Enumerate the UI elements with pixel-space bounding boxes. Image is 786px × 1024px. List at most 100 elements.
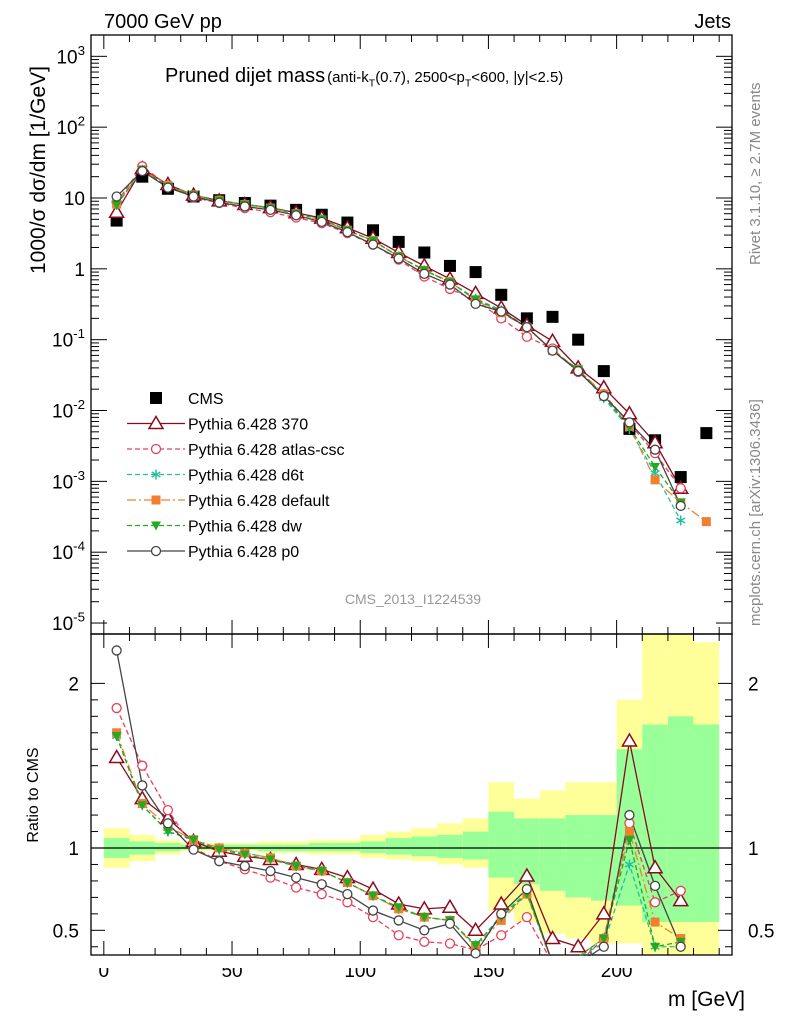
legend-marker-dw [151,521,161,531]
ratio-point-dw [316,867,327,877]
main-point-p0 [367,239,379,250]
ratio-point-dw [214,845,225,855]
ratio-point-atlas [675,885,686,896]
ratio-point-atlas [316,888,327,900]
main-point-p0 [444,279,456,290]
main-point-dw [111,200,122,210]
ratio-point-default [650,917,660,927]
ratio-point-p370 [518,867,536,882]
ratio-point-p0 [393,915,404,926]
ratio-point-p0 [188,844,199,855]
band-green-bin [590,815,617,901]
ratio-y-tick-label: 0.5 [53,921,79,942]
legend-marker-d6t [151,469,161,480]
ratio-point-atlas [444,938,456,949]
band-green-bin [437,834,463,858]
ratio-y-tick-label-right: 2 [748,674,759,695]
main-point-cms [495,288,508,301]
ratio-point-p0 [598,941,609,952]
main-point-p0 [188,191,199,202]
main-point-p0 [496,306,507,317]
legend: CMS Pythia 6.428 370 Pythia 6.428 atlas-cs… [127,391,345,561]
legend-label-atlas: Pythia 6.428 atlas-csc [188,442,345,459]
ratio-point-p370 [544,930,561,945]
main-point-p0 [573,365,584,377]
main-point-cms [418,246,431,259]
ratio-point-dw [419,913,430,923]
ratio-point-p0 [675,941,686,952]
ratio-point-dw [111,732,122,742]
main-point-atlas [675,483,686,494]
ratio-point-dw [650,942,661,952]
ratio-point-p0 [496,908,507,919]
main-point-p0 [162,182,174,193]
ratio-point-p0 [470,948,481,959]
main-point-d6t-stroke [650,470,660,477]
band-green-bin [693,724,720,923]
x-tick-label: 0 [99,961,110,982]
ratio-point-atlas [649,897,661,908]
main-point-p370 [108,203,125,218]
legend-marker-default [151,495,161,505]
ratio-point-p370 [441,898,459,914]
y-tick-label: 103​ [56,43,85,69]
ratio-point-p0 [316,879,327,890]
band-green-bin [462,831,489,860]
main-point-p0 [316,216,327,228]
ratio-point-dw [598,934,609,944]
legend-marker-cms [150,392,162,404]
ratio-point-p0 [624,809,635,821]
ratio-point-p370 [569,938,587,953]
main-point-cms [674,471,687,484]
y-tick-label: 10 [64,189,85,210]
main-point-p0 [393,253,404,264]
main-point-p0 [419,268,430,279]
y-tick-label: 1 [74,260,85,281]
main-point-p0 [111,191,122,202]
ratio-point-p0 [239,860,250,872]
ratio-point-p0 [137,780,148,791]
ratio-point-dw [137,801,148,811]
band-green-bin [308,843,335,852]
main-line-atlas [116,165,682,489]
main-point-dw [650,462,661,472]
ratio-point-p370 [646,859,664,874]
legend-marker-p0 [150,545,162,557]
ratio-point-p370 [672,892,690,907]
y-tick-label: 10-3​ [52,468,85,494]
band-green-bin [385,838,412,855]
y-tick-label: 10-2​ [52,397,85,423]
ratio-point-d6t [624,859,635,870]
ratio-point-dw [291,862,302,872]
main-point-p0 [137,165,148,177]
main-point-p0 [521,322,533,333]
ratio-point-dw [342,878,353,888]
main-point-p0 [342,226,353,238]
chart-title-subtitle: (anti-kT​(0.7), 2500<pT​<600, |y|<2.5) [327,69,563,90]
ratio-point-atlas [111,702,122,714]
ratio-point-dw [265,855,276,865]
ratio-y-tick-label-right: 0.5 [748,921,774,942]
ratio-point-atlas [496,930,507,941]
ratio-point-p0 [265,865,276,877]
band-green-bin [565,815,591,898]
rivet-version-label: Rivet 3.1.10, ≥ 2.7M events [747,83,764,266]
y-tick-label: 102​ [56,114,85,140]
y-axis-label-main: 1000/σ dσ/dm [1/GeV] [27,66,50,274]
ratio-point-dw [393,903,404,913]
main-point-p0 [624,417,635,428]
main-point-p0 [547,345,558,356]
legend-label-dw: Pythia 6.428 dw [188,519,302,536]
ratio-point-atlas [419,936,430,947]
y-tick-label: 10-1​ [52,326,85,352]
main-point-p0 [265,204,276,216]
main-point-atlas [521,331,533,342]
category-label: Jets [694,11,731,33]
ratio-point-atlas [137,760,148,771]
band-green-bin [539,818,566,891]
main-point-cms [572,333,585,346]
ratio-point-atlas [393,930,404,941]
main-line-p370 [116,167,682,489]
ratio-point-p370 [595,905,613,920]
chart-title-main: Pruned dijet mass [165,65,325,87]
